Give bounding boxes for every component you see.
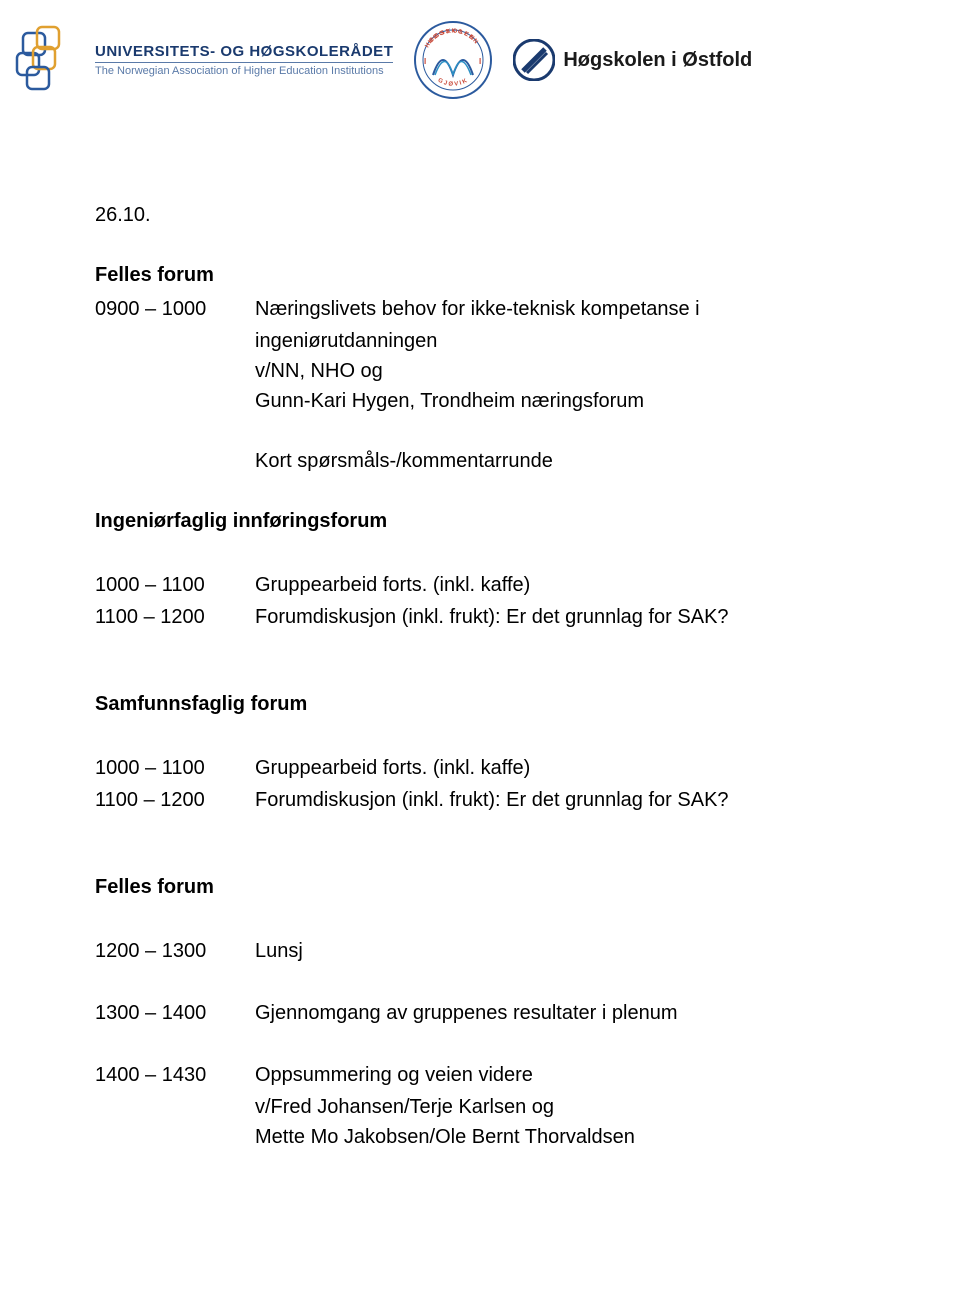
document-content: 26.10. Felles forum 0900 – 1000 Næringsl… bbox=[95, 200, 865, 1152]
time: 1100 – 1200 bbox=[95, 602, 255, 632]
time: 1100 – 1200 bbox=[95, 785, 255, 815]
desc: Forumdiskusjon (inkl. frukt): Er det gru… bbox=[255, 602, 865, 632]
schedule-row: 1200 – 1300 Lunsj bbox=[95, 936, 865, 966]
desc: Gunn-Kari Hygen, Trondheim næringsforum bbox=[255, 386, 865, 416]
logo-ostfold: Høgskolen i Østfold bbox=[513, 39, 752, 81]
desc: Kort spørsmåls-/kommentarrunde bbox=[255, 446, 865, 476]
section-title: Felles forum bbox=[95, 260, 865, 290]
logo-gjovik: H Ø G S K O L E N H Ø G S K O L E N G J … bbox=[413, 20, 493, 100]
desc: Forumdiskusjon (inkl. frukt): Er det gru… bbox=[255, 785, 865, 815]
schedule-row: 0900 – 1000 Næringslivets behov for ikke… bbox=[95, 294, 865, 324]
time: 1400 – 1430 bbox=[95, 1060, 255, 1090]
desc: Oppsummering og veien videre bbox=[255, 1060, 865, 1090]
schedule-row: 1400 – 1430 Oppsummering og veien videre bbox=[95, 1060, 865, 1090]
time: 0900 – 1000 bbox=[95, 294, 255, 324]
desc: Mette Mo Jakobsen/Ole Bernt Thorvaldsen bbox=[255, 1122, 865, 1152]
schedule-row: 1100 – 1200 Forumdiskusjon (inkl. frukt)… bbox=[95, 785, 865, 815]
section-title: Samfunnsfaglig forum bbox=[95, 689, 865, 719]
desc: v/NN, NHO og bbox=[255, 356, 865, 386]
desc: v/Fred Johansen/Terje Karlsen og bbox=[255, 1092, 865, 1122]
section-title: Ingeniørfaglig innføringsforum bbox=[95, 506, 865, 536]
uhr-icon bbox=[15, 25, 85, 95]
logo-uhr-title: UNIVERSITETS- OG HØGSKOLERÅDET bbox=[95, 43, 393, 60]
logo-uhr: UNIVERSITETS- OG HØGSKOLERÅDET The Norwe… bbox=[15, 25, 393, 95]
schedule-row: 1100 – 1200 Forumdiskusjon (inkl. frukt)… bbox=[95, 602, 865, 632]
date: 26.10. bbox=[95, 200, 865, 230]
svg-text:I: I bbox=[479, 57, 481, 66]
desc: Lunsj bbox=[255, 936, 865, 966]
schedule-row: 1000 – 1100 Gruppearbeid forts. (inkl. k… bbox=[95, 570, 865, 600]
logo-uhr-subtitle: The Norwegian Association of Higher Educ… bbox=[95, 62, 393, 77]
ostfold-icon bbox=[513, 39, 555, 81]
desc: Gjennomgang av gruppenes resultater i pl… bbox=[255, 998, 865, 1028]
logo-ostfold-text: Høgskolen i Østfold bbox=[563, 49, 752, 72]
desc: Næringslivets behov for ikke-teknisk kom… bbox=[255, 294, 865, 324]
time: 1200 – 1300 bbox=[95, 936, 255, 966]
schedule-row: 1000 – 1100 Gruppearbeid forts. (inkl. k… bbox=[95, 753, 865, 783]
section-title: Felles forum bbox=[95, 872, 865, 902]
desc: Gruppearbeid forts. (inkl. kaffe) bbox=[255, 753, 865, 783]
schedule-row: 1300 – 1400 Gjennomgang av gruppenes res… bbox=[95, 998, 865, 1028]
time: 1000 – 1100 bbox=[95, 570, 255, 600]
time: 1000 – 1100 bbox=[95, 753, 255, 783]
desc: Gruppearbeid forts. (inkl. kaffe) bbox=[255, 570, 865, 600]
svg-text:I: I bbox=[424, 57, 426, 66]
header-logos: UNIVERSITETS- OG HØGSKOLERÅDET The Norwe… bbox=[15, 20, 865, 100]
logo-uhr-text: UNIVERSITETS- OG HØGSKOLERÅDET The Norwe… bbox=[95, 43, 393, 77]
time: 1300 – 1400 bbox=[95, 998, 255, 1028]
desc: ingeniørutdanningen bbox=[255, 326, 865, 356]
